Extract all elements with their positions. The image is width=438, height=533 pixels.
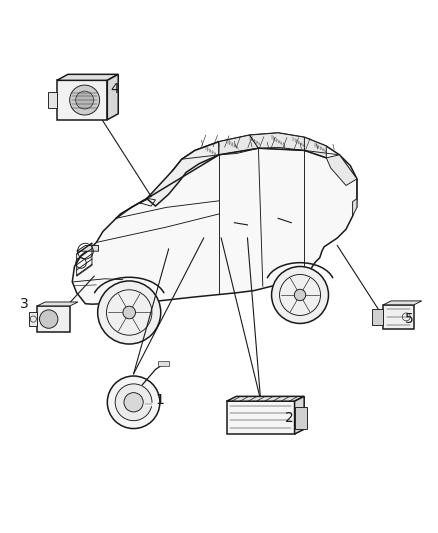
Circle shape — [107, 376, 160, 429]
Polygon shape — [227, 397, 304, 401]
Polygon shape — [77, 246, 99, 251]
Polygon shape — [372, 309, 383, 325]
Polygon shape — [294, 407, 307, 429]
Text: 1: 1 — [155, 393, 164, 407]
Polygon shape — [72, 133, 357, 304]
Polygon shape — [383, 305, 414, 329]
Circle shape — [124, 393, 143, 412]
Polygon shape — [37, 302, 78, 306]
Circle shape — [115, 384, 152, 421]
Polygon shape — [37, 306, 70, 332]
Text: 2: 2 — [285, 410, 293, 425]
Polygon shape — [29, 312, 37, 326]
Circle shape — [70, 85, 99, 115]
Polygon shape — [383, 301, 422, 305]
Circle shape — [123, 306, 135, 319]
Circle shape — [294, 289, 306, 301]
Polygon shape — [107, 74, 118, 120]
Polygon shape — [227, 401, 294, 434]
Text: 5: 5 — [405, 312, 414, 326]
Polygon shape — [158, 361, 169, 366]
Polygon shape — [57, 74, 118, 80]
Polygon shape — [353, 199, 357, 216]
Circle shape — [98, 281, 161, 344]
Polygon shape — [57, 80, 107, 120]
Polygon shape — [304, 138, 326, 158]
Polygon shape — [147, 142, 219, 206]
Polygon shape — [48, 92, 57, 108]
Circle shape — [272, 266, 328, 324]
Polygon shape — [326, 155, 357, 185]
Polygon shape — [219, 135, 258, 155]
Circle shape — [76, 91, 94, 109]
Text: 3: 3 — [20, 297, 28, 311]
Polygon shape — [294, 397, 304, 434]
Circle shape — [39, 310, 58, 328]
Polygon shape — [250, 133, 304, 150]
Text: 4: 4 — [110, 82, 119, 96]
